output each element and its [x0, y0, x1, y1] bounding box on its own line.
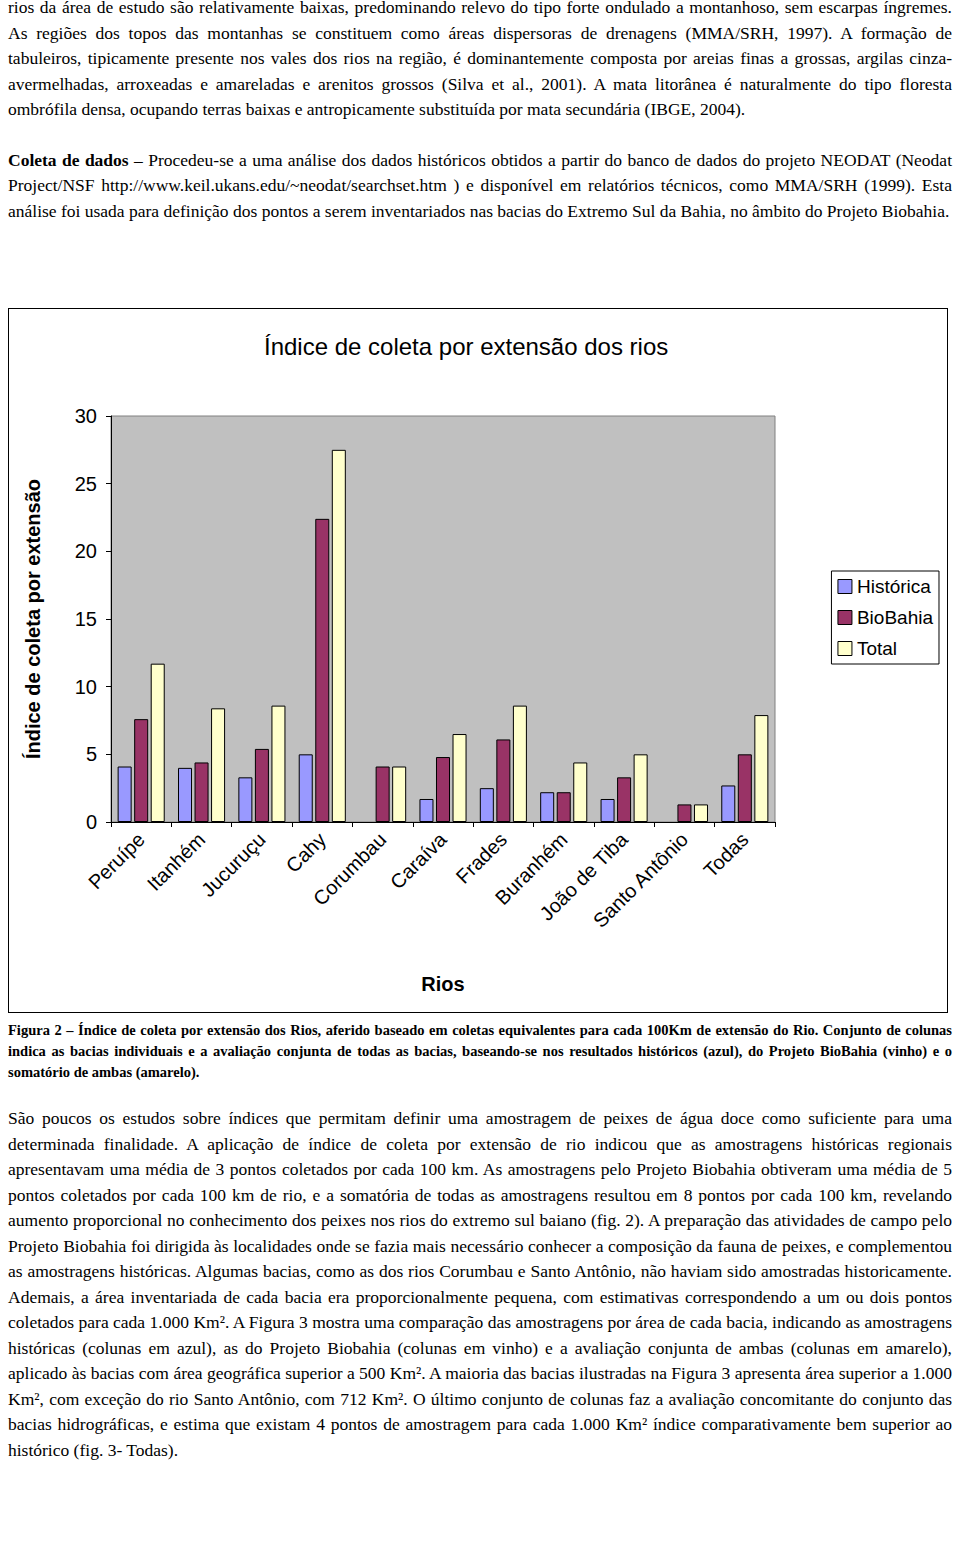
svg-text:Histórica: Histórica: [857, 576, 931, 597]
svg-text:João de Tiba: João de Tiba: [535, 828, 632, 925]
svg-text:15: 15: [75, 608, 97, 630]
svg-text:Jucuruçu: Jucuruçu: [197, 828, 270, 901]
svg-text:Caraíva: Caraíva: [386, 828, 452, 894]
html-text:São poucos os estudos sobre ín: São poucos os estudos sobre índices que …: [8, 1108, 952, 1460]
svg-text:Todas: Todas: [699, 828, 752, 881]
svg-text:0: 0: [86, 811, 97, 833]
svg-text:30: 30: [75, 405, 97, 427]
svg-text:Corumbau: Corumbau: [309, 828, 391, 910]
svg-text:5: 5: [86, 743, 97, 765]
svg-text:Cahy: Cahy: [282, 828, 331, 877]
svg-text:Rios: Rios: [421, 973, 464, 995]
svg-text:BioBahia: BioBahia: [857, 607, 933, 628]
html-text:Coleta de dados – Procedeu-se: Coleta de dados – Procedeu-se a uma anál…: [8, 149, 952, 221]
svg-text:Buranhém: Buranhém: [490, 828, 572, 909]
svg-text:20: 20: [75, 540, 97, 562]
svg-text:Frades: Frades: [452, 828, 512, 888]
svg-text:Índice de coleta por extensão: Índice de coleta por extensão dos rios: [264, 333, 668, 360]
svg-text:Santo Antônio: Santo Antônio: [589, 828, 693, 932]
svg-text:10: 10: [75, 676, 97, 698]
svg-text:25: 25: [75, 473, 97, 495]
svg-text:Total: Total: [857, 638, 897, 659]
svg-text:Índice de coleta por extensão: Índice de coleta por extensão: [22, 479, 44, 759]
svg-text:Peruípe: Peruípe: [84, 828, 149, 893]
svg-text:Itanhém: Itanhém: [142, 828, 210, 895]
html-text:Figura 2 – Índice de coleta po: Figura 2 – Índice de coleta por extensão…: [8, 1022, 952, 1080]
